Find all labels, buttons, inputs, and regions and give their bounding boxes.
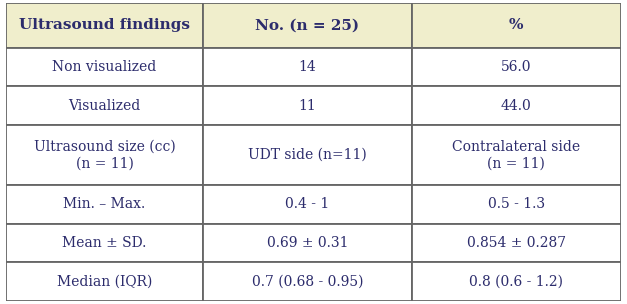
Bar bbox=[6, 125, 203, 185]
Bar bbox=[6, 224, 203, 262]
Text: 0.854 ± 0.287: 0.854 ± 0.287 bbox=[466, 236, 566, 250]
Bar bbox=[6, 3, 203, 48]
Text: 0.69 ± 0.31: 0.69 ± 0.31 bbox=[266, 236, 348, 250]
Text: Min. – Max.: Min. – Max. bbox=[63, 198, 145, 212]
Text: Non visualized: Non visualized bbox=[53, 60, 157, 74]
Bar bbox=[203, 125, 412, 185]
Bar bbox=[412, 185, 621, 224]
Text: 56.0: 56.0 bbox=[501, 60, 532, 74]
Text: Mean ± SD.: Mean ± SD. bbox=[63, 236, 147, 250]
Bar bbox=[412, 125, 621, 185]
Bar bbox=[412, 224, 621, 262]
Text: 0.4 - 1: 0.4 - 1 bbox=[285, 198, 329, 212]
Text: Ultrasound findings: Ultrasound findings bbox=[19, 19, 190, 33]
Bar bbox=[203, 185, 412, 224]
Bar bbox=[6, 86, 203, 125]
Bar bbox=[203, 86, 412, 125]
Text: 11: 11 bbox=[298, 99, 316, 113]
Text: 44.0: 44.0 bbox=[501, 99, 532, 113]
Bar bbox=[412, 262, 621, 301]
Text: 14: 14 bbox=[298, 60, 316, 74]
Text: Visualized: Visualized bbox=[68, 99, 140, 113]
Text: 0.5 - 1.3: 0.5 - 1.3 bbox=[488, 198, 545, 212]
Bar bbox=[203, 48, 412, 86]
Bar bbox=[203, 224, 412, 262]
Bar bbox=[6, 185, 203, 224]
Text: UDT side (n=11): UDT side (n=11) bbox=[248, 148, 367, 162]
Bar bbox=[6, 48, 203, 86]
Text: Median (IQR): Median (IQR) bbox=[57, 275, 152, 289]
Bar bbox=[6, 262, 203, 301]
Text: No. (n = 25): No. (n = 25) bbox=[255, 19, 359, 33]
Text: 0.8 (0.6 - 1.2): 0.8 (0.6 - 1.2) bbox=[469, 275, 563, 289]
Bar bbox=[412, 48, 621, 86]
Bar bbox=[412, 3, 621, 48]
Text: Contralateral side
(n = 11): Contralateral side (n = 11) bbox=[452, 140, 581, 170]
Bar bbox=[203, 3, 412, 48]
Text: Ultrasound size (cc)
(n = 11): Ultrasound size (cc) (n = 11) bbox=[34, 140, 176, 170]
Bar bbox=[412, 86, 621, 125]
Text: 0.7 (0.68 - 0.95): 0.7 (0.68 - 0.95) bbox=[251, 275, 363, 289]
Bar bbox=[203, 262, 412, 301]
Text: %: % bbox=[509, 19, 524, 33]
